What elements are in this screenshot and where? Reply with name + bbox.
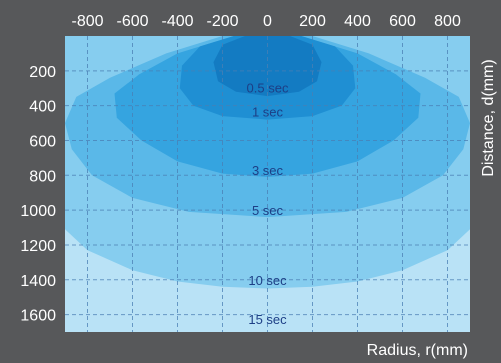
y-tick-label: 200 xyxy=(29,64,56,81)
y-tick-labels: 200 400 600 800 1000 1200 1400 1600 xyxy=(20,64,56,325)
x-tick-label: 400 xyxy=(344,13,371,30)
zone-label: 1 sec xyxy=(252,105,284,120)
x-tick-labels: -800 -600 -400 -200 0 200 400 600 800 xyxy=(71,13,460,30)
y-axis-title: Distance, d(mm) xyxy=(480,59,497,176)
y-tick-label: 1000 xyxy=(20,203,56,220)
y-tick-label: 600 xyxy=(29,133,56,150)
y-tick-label: 1600 xyxy=(20,308,56,325)
y-tick-label: 1200 xyxy=(20,238,56,255)
y-tick-label: 1400 xyxy=(20,273,56,290)
x-tick-label: 200 xyxy=(299,13,326,30)
x-tick-label: 800 xyxy=(434,13,461,30)
x-tick-label: 0 xyxy=(263,13,272,30)
x-tick-label: -800 xyxy=(71,13,103,30)
zone-label: 10 sec xyxy=(248,273,287,288)
grid-lines xyxy=(65,36,470,332)
zone-label: 0.5 sec xyxy=(247,80,289,95)
y-tick-label: 400 xyxy=(29,99,56,116)
x-tick-label: -200 xyxy=(206,13,238,30)
zone-label: 5 sec xyxy=(252,203,284,218)
zone-label: 15 sec xyxy=(248,312,287,327)
x-tick-label: -400 xyxy=(161,13,193,30)
x-axis-title: Radius, r(mm) xyxy=(367,342,468,359)
zone-label: 3 sec xyxy=(252,163,284,178)
x-tick-label: -600 xyxy=(116,13,148,30)
zone-labels: 0.5 sec 1 sec 3 sec 5 sec 10 sec 15 sec xyxy=(247,80,289,327)
y-tick-label: 800 xyxy=(29,168,56,185)
x-tick-label: 600 xyxy=(389,13,416,30)
